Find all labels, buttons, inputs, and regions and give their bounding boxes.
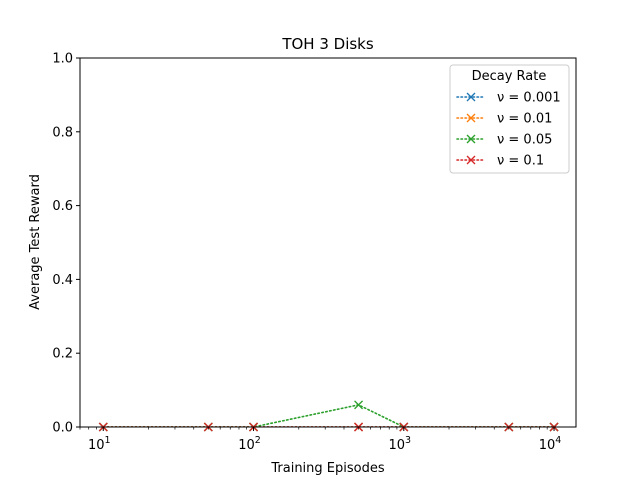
y-axis-label: Average Test Reward bbox=[28, 174, 43, 310]
x-tick-label: 104 bbox=[539, 435, 562, 453]
legend: Decay Rate ν = 0.001 ν = 0.01 ν = 0.05 ν = … bbox=[449, 64, 570, 174]
legend-box bbox=[449, 64, 570, 174]
chart-title: TOH 3 Disks bbox=[281, 35, 374, 53]
y-tick-label: 0.6 bbox=[52, 199, 73, 214]
legend-marker bbox=[466, 155, 476, 165]
data-point bbox=[354, 400, 364, 410]
legend-entry: ν = 0.05 bbox=[456, 133, 552, 148]
plot-frame bbox=[79, 57, 577, 428]
x-tick-exponent: 4 bbox=[555, 435, 561, 446]
legend-entry: ν = 0.1 bbox=[456, 154, 544, 169]
x-tick-label: 102 bbox=[238, 435, 261, 453]
x-tick-base: 10 bbox=[88, 438, 105, 453]
y-tick-label: 0.8 bbox=[52, 125, 73, 140]
y-tick-label: 0.0 bbox=[52, 421, 73, 436]
x-tick-label: 103 bbox=[388, 435, 411, 453]
legend-marker bbox=[466, 113, 476, 123]
series-line-2 bbox=[102, 404, 555, 427]
legend-title: Decay Rate bbox=[472, 69, 547, 84]
legend-marker bbox=[466, 134, 476, 144]
legend-label: ν = 0.05 bbox=[497, 133, 552, 148]
x-axis-label: Training Episodes bbox=[270, 461, 384, 476]
legend-entry: ν = 0.001 bbox=[456, 91, 561, 106]
y-tick-label: 1.0 bbox=[52, 52, 73, 67]
y-tick-label: 0.4 bbox=[52, 273, 73, 288]
x-tick-exponent: 1 bbox=[105, 435, 111, 446]
legend-label: ν = 0.1 bbox=[497, 154, 544, 169]
x-tick-base: 10 bbox=[539, 438, 556, 453]
y-tick-label: 0.2 bbox=[52, 347, 73, 362]
x-tick-exponent: 2 bbox=[255, 435, 261, 446]
legend-label: ν = 0.001 bbox=[497, 91, 561, 106]
x-tick-base: 10 bbox=[388, 438, 405, 453]
x-tick-base: 10 bbox=[238, 438, 255, 453]
x-tick-label: 101 bbox=[88, 435, 111, 453]
legend-marker bbox=[466, 92, 476, 102]
legend-label: ν = 0.01 bbox=[497, 112, 552, 127]
plot-area bbox=[98, 400, 559, 432]
x-axis: 101 102 103 104 bbox=[79, 427, 562, 453]
x-tick-exponent: 3 bbox=[405, 435, 411, 446]
y-axis: 0.0 0.2 0.4 0.6 0.8 1.0 bbox=[52, 52, 80, 436]
legend-entry: ν = 0.01 bbox=[456, 112, 552, 127]
